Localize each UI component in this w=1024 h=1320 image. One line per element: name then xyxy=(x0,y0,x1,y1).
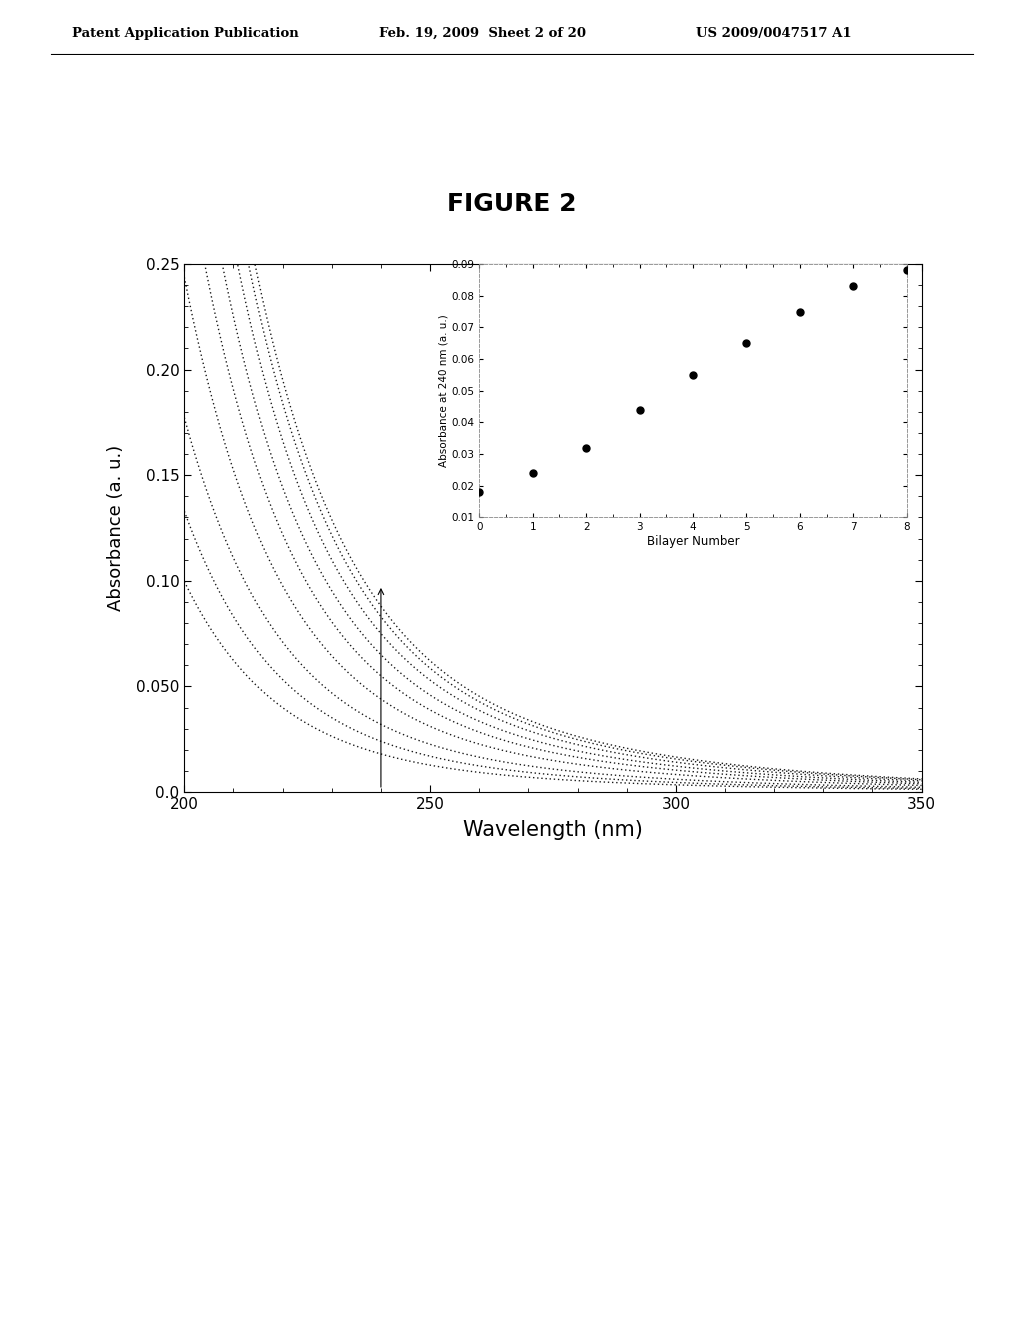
Text: FIGURE 2: FIGURE 2 xyxy=(447,193,577,216)
Text: Patent Application Publication: Patent Application Publication xyxy=(72,26,298,40)
Y-axis label: Absorbance (a. u.): Absorbance (a. u.) xyxy=(106,445,125,611)
Text: Feb. 19, 2009  Sheet 2 of 20: Feb. 19, 2009 Sheet 2 of 20 xyxy=(379,26,586,40)
X-axis label: Wavelength (nm): Wavelength (nm) xyxy=(463,820,643,841)
Text: US 2009/0047517 A1: US 2009/0047517 A1 xyxy=(696,26,852,40)
